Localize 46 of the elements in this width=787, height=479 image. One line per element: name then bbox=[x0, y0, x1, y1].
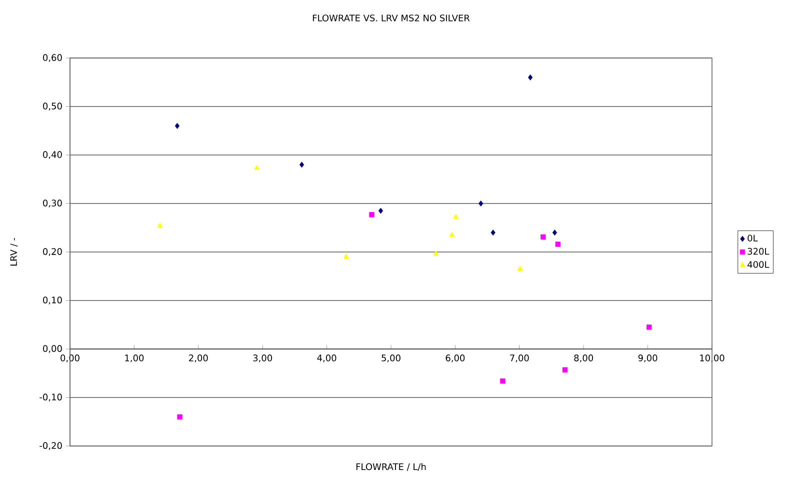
x-tick-label: 2,00 bbox=[189, 354, 208, 362]
x-tick-label: 7,00 bbox=[510, 354, 529, 362]
point bbox=[517, 266, 523, 271]
point bbox=[453, 214, 459, 219]
x-tick-label: 8,00 bbox=[574, 354, 594, 362]
y-tick-label: 0,20 bbox=[43, 248, 62, 256]
point bbox=[555, 242, 561, 247]
y-tick-label: -0,10 bbox=[40, 394, 62, 402]
y-axis-title: LRV / - bbox=[10, 238, 18, 266]
legend-label: 400L bbox=[748, 261, 770, 268]
y-tick-label: 0,60 bbox=[43, 54, 62, 62]
y-tick-label: 0,00 bbox=[43, 345, 62, 353]
x-tick-label: 10,00 bbox=[700, 354, 724, 362]
point bbox=[528, 74, 533, 80]
x-tick-label: 6,00 bbox=[446, 354, 465, 362]
point bbox=[343, 254, 349, 259]
point bbox=[500, 378, 506, 384]
point bbox=[177, 414, 182, 420]
point bbox=[490, 230, 496, 236]
point bbox=[562, 367, 568, 372]
point bbox=[449, 232, 455, 237]
point bbox=[157, 222, 163, 228]
chart-title: FLOWRATE VS. LRV MS2 NO SILVER bbox=[312, 14, 470, 22]
x-axis-title: FLOWRATE / L/h bbox=[356, 463, 426, 471]
legend-label: 0L bbox=[748, 234, 758, 242]
x-tick-label: 4,00 bbox=[317, 354, 336, 362]
point bbox=[478, 200, 484, 206]
point bbox=[540, 234, 546, 240]
x-tick-label: 9,00 bbox=[638, 354, 658, 362]
y-tick-label: 0,40 bbox=[43, 151, 62, 159]
point bbox=[174, 122, 180, 129]
x-tick-label: 1,00 bbox=[125, 354, 144, 362]
point bbox=[433, 250, 439, 256]
point bbox=[254, 164, 260, 170]
point bbox=[552, 230, 558, 236]
legend-label: 320L bbox=[748, 248, 770, 255]
point bbox=[378, 208, 384, 214]
x-tick-label: 5,00 bbox=[382, 354, 400, 362]
point bbox=[299, 162, 304, 168]
point bbox=[646, 324, 652, 330]
point bbox=[369, 212, 374, 218]
x-tick-label: 3,00 bbox=[253, 354, 272, 362]
y-tick-label: -0,20 bbox=[40, 442, 62, 450]
y-tick-label: 0,50 bbox=[43, 102, 62, 110]
y-tick-label: 0,30 bbox=[43, 200, 62, 208]
y-tick-label: 0,10 bbox=[43, 296, 62, 304]
